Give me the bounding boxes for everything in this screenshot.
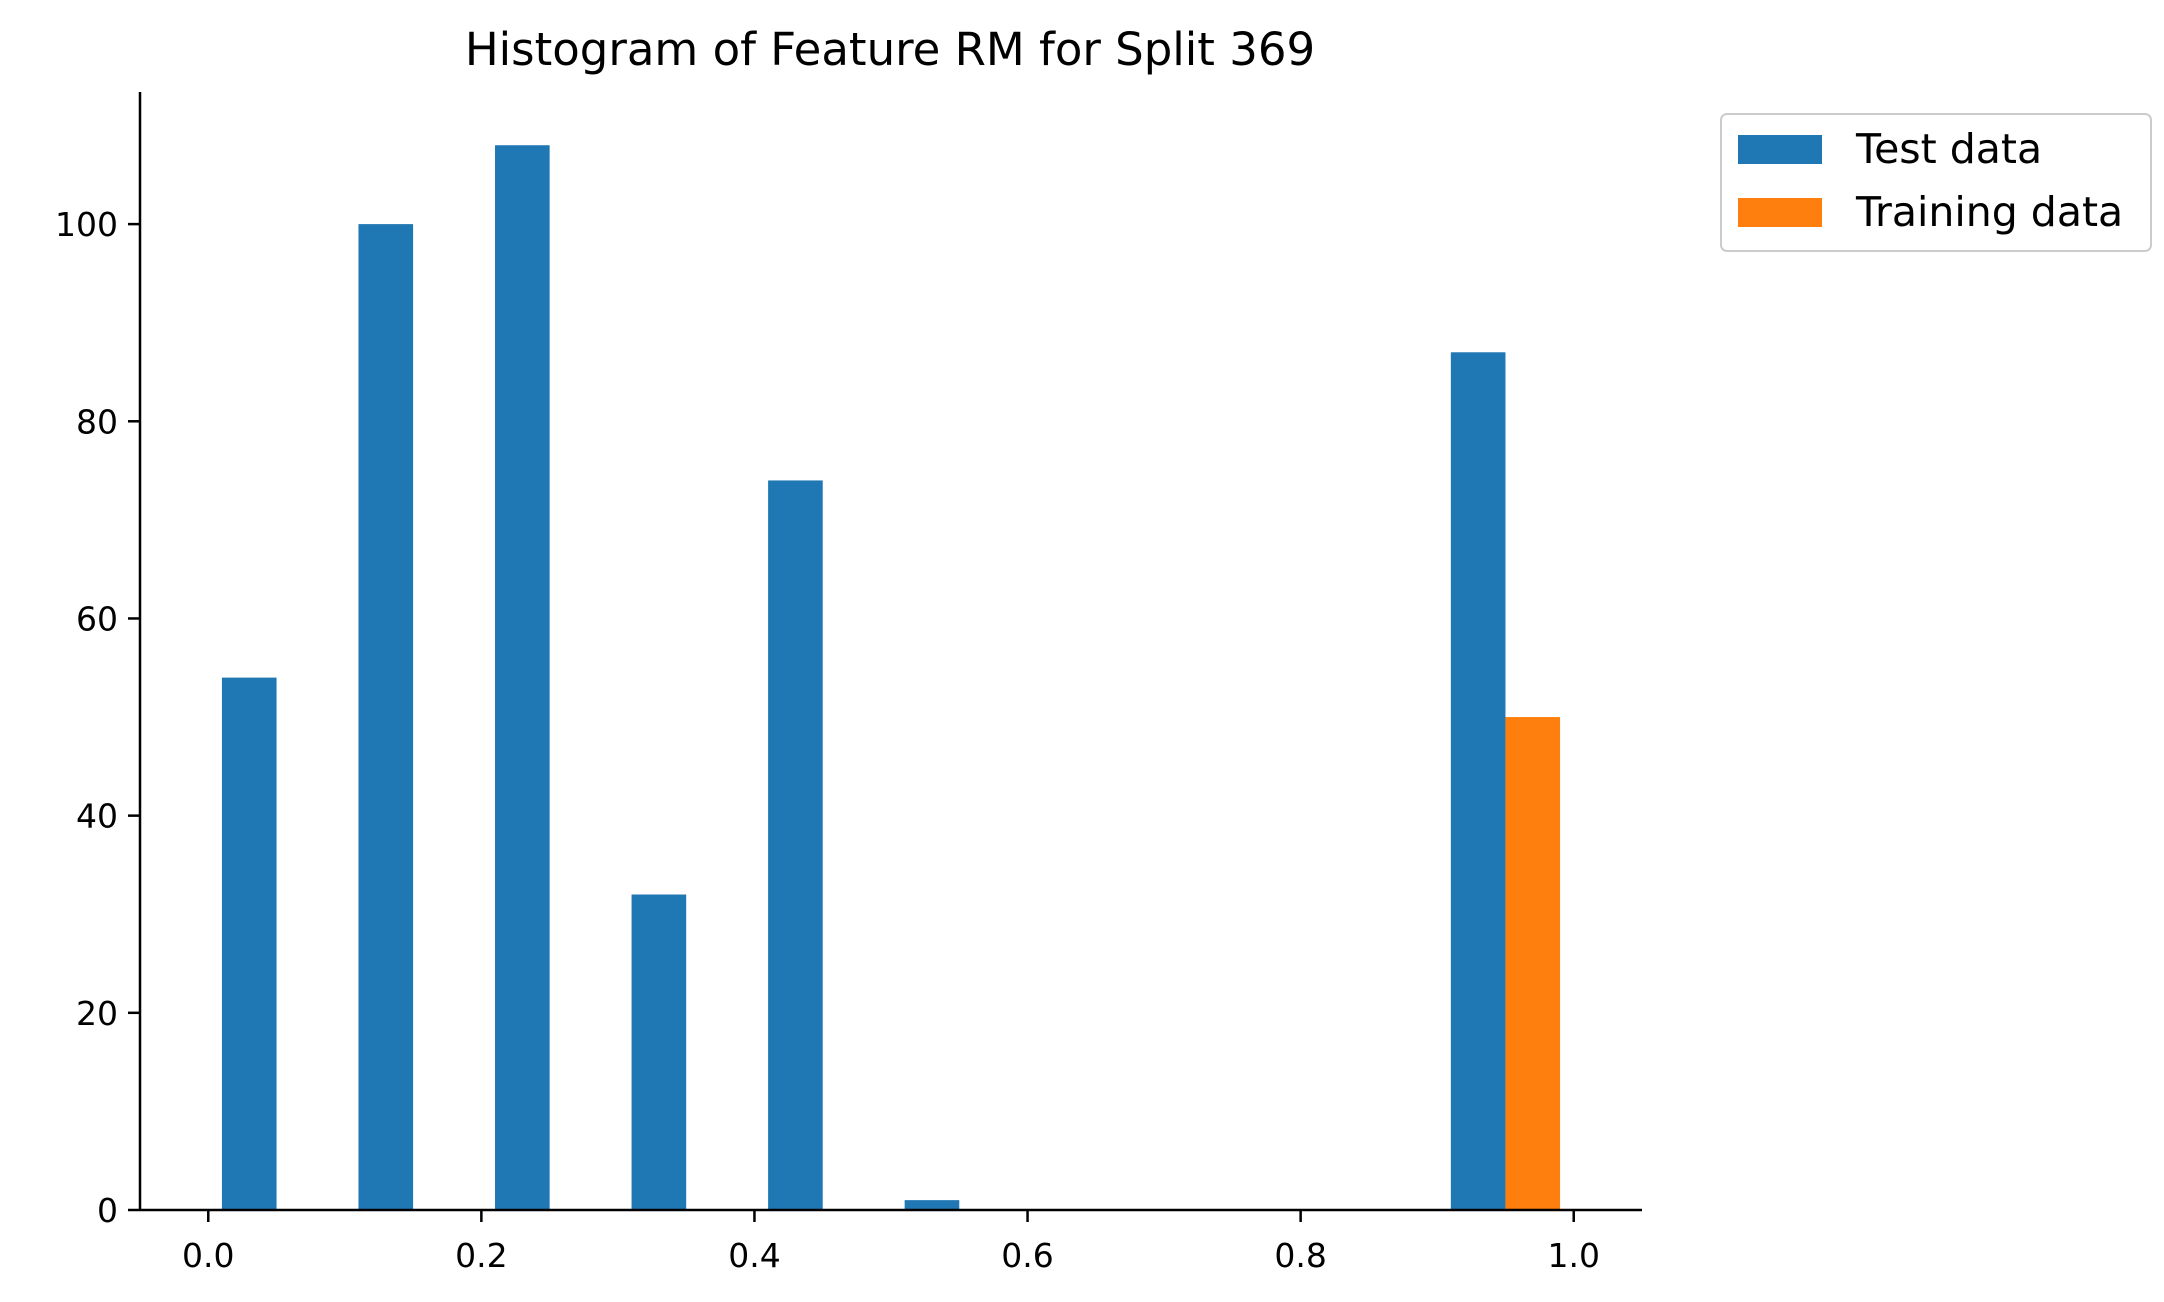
legend-swatch-test-data bbox=[1738, 135, 1822, 164]
bar-test-data-9 bbox=[1450, 352, 1506, 1210]
x-tick-label: 0.2 bbox=[455, 1236, 507, 1275]
x-tick-label: 0.8 bbox=[1274, 1236, 1326, 1275]
legend: Test data Training data bbox=[1720, 113, 2152, 252]
bar-test-data-5 bbox=[904, 1200, 960, 1210]
y-tick-label: 40 bbox=[76, 797, 118, 836]
bar-test-data-4 bbox=[768, 480, 823, 1210]
x-tick-label: 0.4 bbox=[728, 1236, 780, 1275]
bar-test-data-0 bbox=[221, 677, 277, 1210]
ticks-group: 0.0 0.2 0.4 0.6 0.8 1.0 0 20 40 60 80 100 bbox=[55, 205, 1600, 1275]
bar-training-data-9 bbox=[1505, 717, 1561, 1210]
legend-swatch-training-data bbox=[1738, 198, 1822, 227]
chart-title: Histogram of Feature RM for Split 369 bbox=[465, 23, 1315, 76]
y-tick-label: 20 bbox=[76, 994, 118, 1033]
bar-test-data-3 bbox=[631, 894, 687, 1210]
legend-label-test-data: Test data bbox=[1855, 125, 2042, 173]
legend-label-training-data: Training data bbox=[1855, 188, 2123, 236]
bars-group bbox=[221, 145, 1561, 1211]
y-tick-label: 60 bbox=[76, 599, 118, 638]
y-tick-label: 80 bbox=[76, 402, 118, 441]
y-tick-label: 0 bbox=[97, 1191, 118, 1230]
x-tick-label: 0.0 bbox=[182, 1236, 234, 1275]
bar-test-data-1 bbox=[358, 224, 414, 1210]
legend-frame bbox=[1720, 113, 2152, 252]
y-tick-label: 100 bbox=[55, 205, 118, 244]
axes-group bbox=[138, 92, 1642, 1212]
x-tick-label: 1.0 bbox=[1547, 1236, 1599, 1275]
x-tick-label: 0.6 bbox=[1001, 1236, 1053, 1275]
bar-test-data-2 bbox=[495, 145, 550, 1211]
